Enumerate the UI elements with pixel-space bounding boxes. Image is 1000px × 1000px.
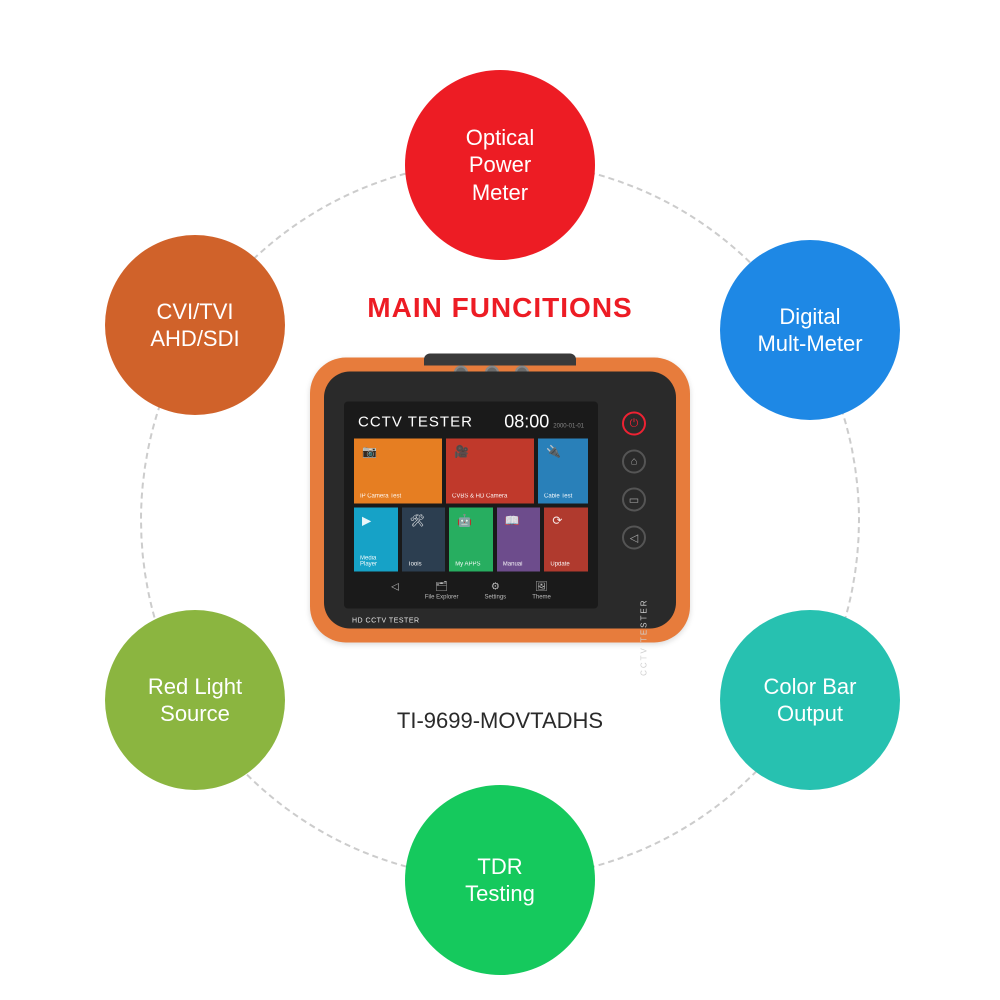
tile-label: IP Camera Test bbox=[360, 493, 436, 499]
feature-circle: Color BarOutput bbox=[720, 610, 900, 790]
nav-icon: 🗂 bbox=[435, 582, 448, 593]
clock-date: 2000-01-01 bbox=[553, 424, 584, 430]
app-tile[interactable]: 📷 IP Camera Test bbox=[354, 439, 442, 504]
nav-item[interactable]: ◁ bbox=[391, 582, 399, 601]
tile-icon: 🛠 bbox=[410, 513, 425, 527]
tile-label: CVBS & HD Camera bbox=[452, 493, 528, 499]
tile-icon: 📷 bbox=[362, 445, 377, 459]
home-button[interactable]: ⌂ bbox=[622, 450, 646, 474]
back-button[interactable]: ◁ bbox=[622, 526, 646, 550]
nav-item[interactable]: 🗂 File Explorer bbox=[425, 582, 459, 601]
tile-icon: 🤖 bbox=[457, 513, 472, 527]
tile-icon: ▶ bbox=[362, 513, 371, 527]
tile-label: Manual bbox=[503, 562, 535, 568]
nav-item[interactable]: ⚙ Settings bbox=[485, 582, 507, 601]
infographic-canvas: MAIN FUNCITIONS TI-9699-MOVTADHS Optical… bbox=[0, 0, 1000, 1000]
power-button[interactable]: ⏻ bbox=[622, 412, 646, 436]
screen-title: CCTV TESTER bbox=[358, 414, 473, 431]
nav-item[interactable]: 🖼 Theme bbox=[532, 582, 551, 601]
main-title: MAIN FUNCITIONS bbox=[367, 292, 632, 324]
app-tile[interactable]: 📖 Manual bbox=[497, 507, 541, 572]
device-bezel: CCTV TESTER 08:00 2000-01-01 📷 IP Camera … bbox=[324, 372, 676, 629]
app-tile[interactable]: 🤖 My APPS bbox=[449, 507, 493, 572]
device-side-label: CCTV TESTER bbox=[639, 599, 648, 676]
tile-label: My APPS bbox=[455, 562, 487, 568]
tile-label: Tools bbox=[408, 562, 440, 568]
tile-icon: 🔌 bbox=[546, 445, 561, 459]
nav-label: Settings bbox=[485, 595, 507, 601]
feature-circle: CVI/TVIAHD/SDI bbox=[105, 235, 285, 415]
app-tile[interactable]: 🎥 CVBS & HD Camera bbox=[446, 439, 534, 504]
tile-icon: ⟳ bbox=[552, 513, 562, 527]
nav-icon: ◁ bbox=[391, 582, 399, 593]
nav-icon: 🖼 bbox=[535, 582, 548, 593]
tile-label: Update bbox=[550, 562, 582, 568]
model-label: TI-9699-MOVTADHS bbox=[397, 708, 603, 734]
clock: 08:00 bbox=[504, 412, 549, 433]
nav-label: File Explorer bbox=[425, 595, 459, 601]
device-brand: HD CCTV TESTER bbox=[352, 618, 420, 625]
nav-label: Theme bbox=[532, 595, 551, 601]
device-screen: CCTV TESTER 08:00 2000-01-01 📷 IP Camera … bbox=[344, 402, 598, 609]
feature-circle: TDRTesting bbox=[405, 785, 595, 975]
tile-icon: 🎥 bbox=[454, 445, 469, 459]
app-tile[interactable]: ▶ Media Player bbox=[354, 507, 398, 572]
feature-circle: OpticalPowerMeter bbox=[405, 70, 595, 260]
menu-button[interactable]: ▭ bbox=[622, 488, 646, 512]
tile-label: Media Player bbox=[360, 556, 392, 568]
app-tile[interactable]: 🛠 Tools bbox=[402, 507, 446, 572]
feature-circle: DigitalMult-Meter bbox=[720, 240, 900, 420]
nav-icon: ⚙ bbox=[491, 582, 500, 593]
app-tile[interactable]: 🔌 Cable Test bbox=[538, 439, 588, 504]
tile-icon: 📖 bbox=[505, 513, 520, 527]
app-tile[interactable]: ⟳ Update bbox=[544, 507, 588, 572]
feature-circle: Red LightSource bbox=[105, 610, 285, 790]
tile-label: Cable Test bbox=[544, 493, 582, 499]
device-mockup: CCTV TESTER 08:00 2000-01-01 📷 IP Camera … bbox=[310, 358, 690, 643]
device-top-band bbox=[424, 354, 576, 366]
